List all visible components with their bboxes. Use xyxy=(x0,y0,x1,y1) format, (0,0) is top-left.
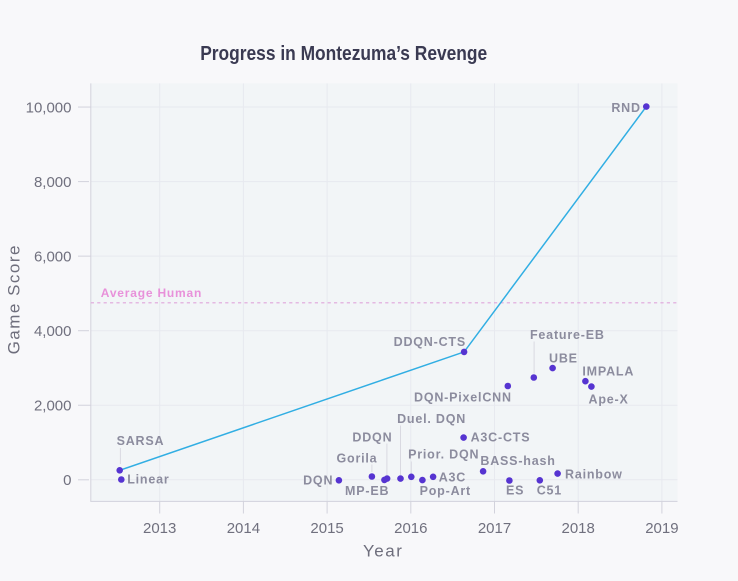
svg-text:Game Score: Game Score xyxy=(5,244,24,354)
svg-text:Duel. DQN: Duel. DQN xyxy=(397,412,466,426)
svg-text:Gorila: Gorila xyxy=(337,451,378,465)
svg-text:2014: 2014 xyxy=(227,520,260,537)
svg-text:UBE: UBE xyxy=(549,351,578,365)
svg-text:RND: RND xyxy=(611,101,640,115)
svg-text:0: 0 xyxy=(63,472,71,489)
svg-text:SARSA: SARSA xyxy=(117,434,165,448)
svg-text:2,000: 2,000 xyxy=(34,397,72,414)
svg-text:Rainbow: Rainbow xyxy=(565,468,623,482)
svg-text:10,000: 10,000 xyxy=(26,99,72,116)
svg-text:DDQN-CTS: DDQN-CTS xyxy=(394,335,466,349)
svg-text:Prior. DQN: Prior. DQN xyxy=(408,447,479,461)
svg-text:Year: Year xyxy=(363,542,403,561)
svg-text:2017: 2017 xyxy=(478,520,511,537)
svg-text:DDQN: DDQN xyxy=(352,431,392,445)
svg-text:ES: ES xyxy=(506,483,524,497)
svg-text:Pop-Art: Pop-Art xyxy=(420,484,471,498)
svg-text:4,000: 4,000 xyxy=(34,323,72,340)
svg-text:Progress in Montezuma’s Reveng: Progress in Montezuma’s Revenge xyxy=(200,43,487,65)
svg-text:2013: 2013 xyxy=(143,520,176,537)
svg-text:A3C: A3C xyxy=(439,470,466,484)
svg-text:DQN: DQN xyxy=(303,474,333,488)
svg-text:DQN-PixelCNN: DQN-PixelCNN xyxy=(414,391,512,405)
svg-text:MP-EB: MP-EB xyxy=(345,484,389,498)
svg-text:A3C-CTS: A3C-CTS xyxy=(471,431,531,445)
svg-text:IMPALA: IMPALA xyxy=(582,365,634,379)
svg-text:8,000: 8,000 xyxy=(34,174,72,191)
svg-text:Average Human: Average Human xyxy=(101,286,202,300)
svg-text:2018: 2018 xyxy=(562,520,595,537)
svg-text:2019: 2019 xyxy=(645,520,678,537)
svg-text:C51: C51 xyxy=(537,483,562,497)
svg-text:Feature-EB: Feature-EB xyxy=(530,328,605,342)
svg-text:2016: 2016 xyxy=(394,520,427,537)
svg-text:Ape-X: Ape-X xyxy=(589,393,629,407)
svg-text:6,000: 6,000 xyxy=(34,248,72,265)
svg-text:Linear: Linear xyxy=(127,473,169,487)
svg-text:2015: 2015 xyxy=(310,520,343,537)
svg-text:BASS-hash: BASS-hash xyxy=(480,454,555,468)
